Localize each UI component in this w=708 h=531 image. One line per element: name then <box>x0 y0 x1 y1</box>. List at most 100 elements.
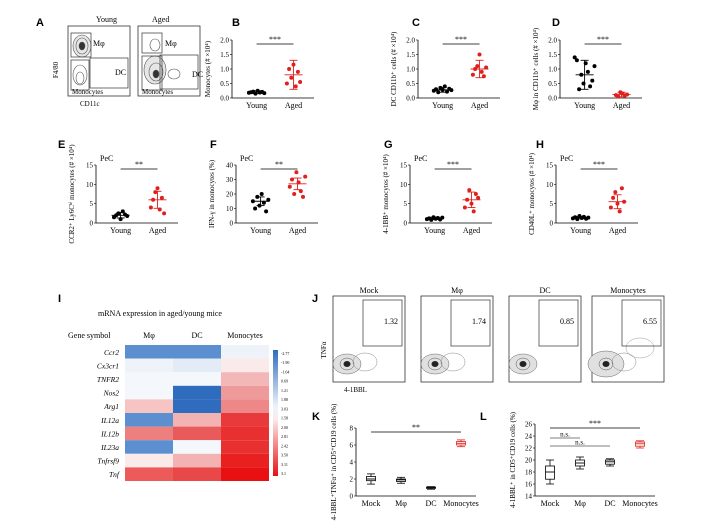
flow-J-value: 6.55 <box>643 317 657 326</box>
heatmap-cell <box>221 372 269 386</box>
heatmap-gene-label: Ccr2 <box>104 348 119 357</box>
heatmap-legend-label: 3.03 <box>281 406 288 411</box>
flow-A-young-label-dc: DC <box>115 68 126 77</box>
b-point <box>262 91 267 96</box>
chart-G: G 0 5 10 15 Young Aged 4-1BB⁺ monocytes (# ×10⁴… <box>382 139 492 235</box>
g-sig-label: *** <box>447 160 459 169</box>
h-point <box>619 186 624 191</box>
d-point <box>577 87 582 92</box>
f-ytick-label: 40 <box>226 162 234 170</box>
heatmap-cell <box>125 413 173 427</box>
l-xtick-label: Mφ <box>574 499 586 508</box>
d-ytick-label: 0.0 <box>548 95 557 103</box>
f-xtick-label: Aged <box>289 226 306 235</box>
heatmap-cell <box>125 358 173 373</box>
h-ytick-label: 10 <box>546 181 554 189</box>
flow-J-contour <box>515 357 531 371</box>
heatmap: Mφ DC Monocytes Ccr2 Cx3cr1 TNFR2 Nos2 Arg1 IL12… <box>97 331 269 481</box>
heatmap-cell <box>125 426 173 441</box>
k-ylabel: 4-1BBL⁺TNFα⁺ in CD5⁺CD19 cells (%) <box>330 403 338 520</box>
panel-label-E: E <box>58 139 65 151</box>
heatmap-gene-label: Nos2 <box>103 389 120 398</box>
g-point <box>471 209 476 214</box>
g-ytick-label: 0 <box>404 220 408 228</box>
l-ylabel: 4-1BBL⁺ in CD5⁺CD19 cells (%) <box>509 411 517 508</box>
l-xtick-label: Monocytes <box>622 499 658 508</box>
flow-A-young-gate-mono <box>70 59 90 91</box>
d-point <box>585 69 590 74</box>
k-xtick-label: DC <box>425 499 436 508</box>
d-ytick-label: 1.5 <box>548 51 557 59</box>
e-ylabel: CCR2⁺ Ly6Cʰⁱ monocytes (# ×10⁴) <box>68 144 76 244</box>
g-ytick-label: 10 <box>400 181 408 189</box>
heatmap-cell <box>173 358 221 373</box>
c-point <box>475 64 480 69</box>
panel-A: A Young Aged Mφ DC Monocytes Mφ <box>36 15 203 108</box>
b-point <box>293 84 298 89</box>
e-pec-label: PeC <box>100 154 113 163</box>
heatmap-cell <box>221 345 269 359</box>
heatmap-cell <box>125 385 173 400</box>
e-xtick-label: Young <box>110 226 131 235</box>
heatmap-legend-label: -2.77 <box>281 351 289 356</box>
flow-J-value: 1.32 <box>384 317 398 326</box>
panel-label-I: I <box>58 293 61 305</box>
panel-label-H: H <box>536 139 544 151</box>
c-sig-label: *** <box>455 35 467 44</box>
chart-K: K 0 2 4 6 8 4-1BBL⁺TNFα⁺ in CD5⁺CD19 cells (%)… <box>312 403 479 520</box>
heatmap-cell <box>221 358 269 373</box>
flow-J-gate <box>538 299 579 347</box>
flow-A-aged-gate-dc <box>159 54 199 90</box>
flow-J-contour <box>598 357 614 371</box>
b-ytick-label: 0.0 <box>220 95 229 103</box>
c-point <box>470 72 475 77</box>
heatmap-legend: -2.77 -1.90 -1.04 0.69 1.21 1.88 3.03 1.58 2.00 2… <box>273 350 289 476</box>
f-pec-label: PeC <box>240 154 253 163</box>
panel-label-F: F <box>210 139 217 151</box>
f-ylabel: IFN-γ in monocytes (%) <box>208 159 216 228</box>
g-ytick-label: 5 <box>404 200 408 208</box>
f-point <box>292 192 297 196</box>
heatmap-legend-label: -1.90 <box>281 360 289 365</box>
heatmap-cell <box>173 413 221 427</box>
e-point <box>153 190 158 195</box>
heatmap-gene-header: Gene symbol <box>68 331 111 340</box>
heatmap-legend-label: -1.04 <box>281 369 289 374</box>
d-xtick-label: Aged <box>613 101 630 110</box>
f-point <box>259 192 264 196</box>
l-sig-label: *** <box>589 419 601 428</box>
heatmap-legend-label: 2.00 <box>281 425 288 430</box>
flow-J-contour <box>343 361 351 367</box>
c-xtick-label: Aged <box>471 101 488 110</box>
c-point <box>477 52 482 57</box>
f-sig-label: ** <box>275 160 283 169</box>
panel-label-B: B <box>232 17 240 29</box>
g-point <box>473 192 478 196</box>
flow-J-value: 0.85 <box>560 317 574 326</box>
heatmap-legend-label: 0.69 <box>281 379 288 384</box>
heatmap-cell <box>125 467 173 481</box>
b-xtick-label: Aged <box>285 101 302 110</box>
d-sig-label: *** <box>597 35 609 44</box>
c-ytick-label: 1.5 <box>406 51 415 59</box>
flow-J-contour <box>352 352 378 372</box>
flow-A-ylabel: F4/80 <box>52 61 60 78</box>
heatmap-cell <box>221 413 269 427</box>
g-pec-label: PeC <box>414 154 427 163</box>
heatmap-column-label: Mφ <box>143 331 155 340</box>
g-ytick-label: 15 <box>400 162 408 170</box>
c-xtick-label: Young <box>432 101 453 110</box>
b-point <box>295 69 300 74</box>
flow-A-aged-label-mphi: Mφ <box>165 39 177 48</box>
c-ylabel: DC CD11b⁺ cells (# ×10⁴) <box>390 31 398 106</box>
flow-A-aged-contours <box>143 38 181 85</box>
flow-J-ylabel: TNFα <box>320 341 328 358</box>
d-point <box>572 55 577 60</box>
flow-J-gate <box>621 299 662 347</box>
flow-J-contour <box>625 337 655 359</box>
k-ytick-label: 4 <box>350 459 354 467</box>
c-point <box>436 90 441 95</box>
b-ytick-label: 1.0 <box>220 66 229 74</box>
h-point <box>608 205 613 210</box>
f-point <box>298 189 303 194</box>
